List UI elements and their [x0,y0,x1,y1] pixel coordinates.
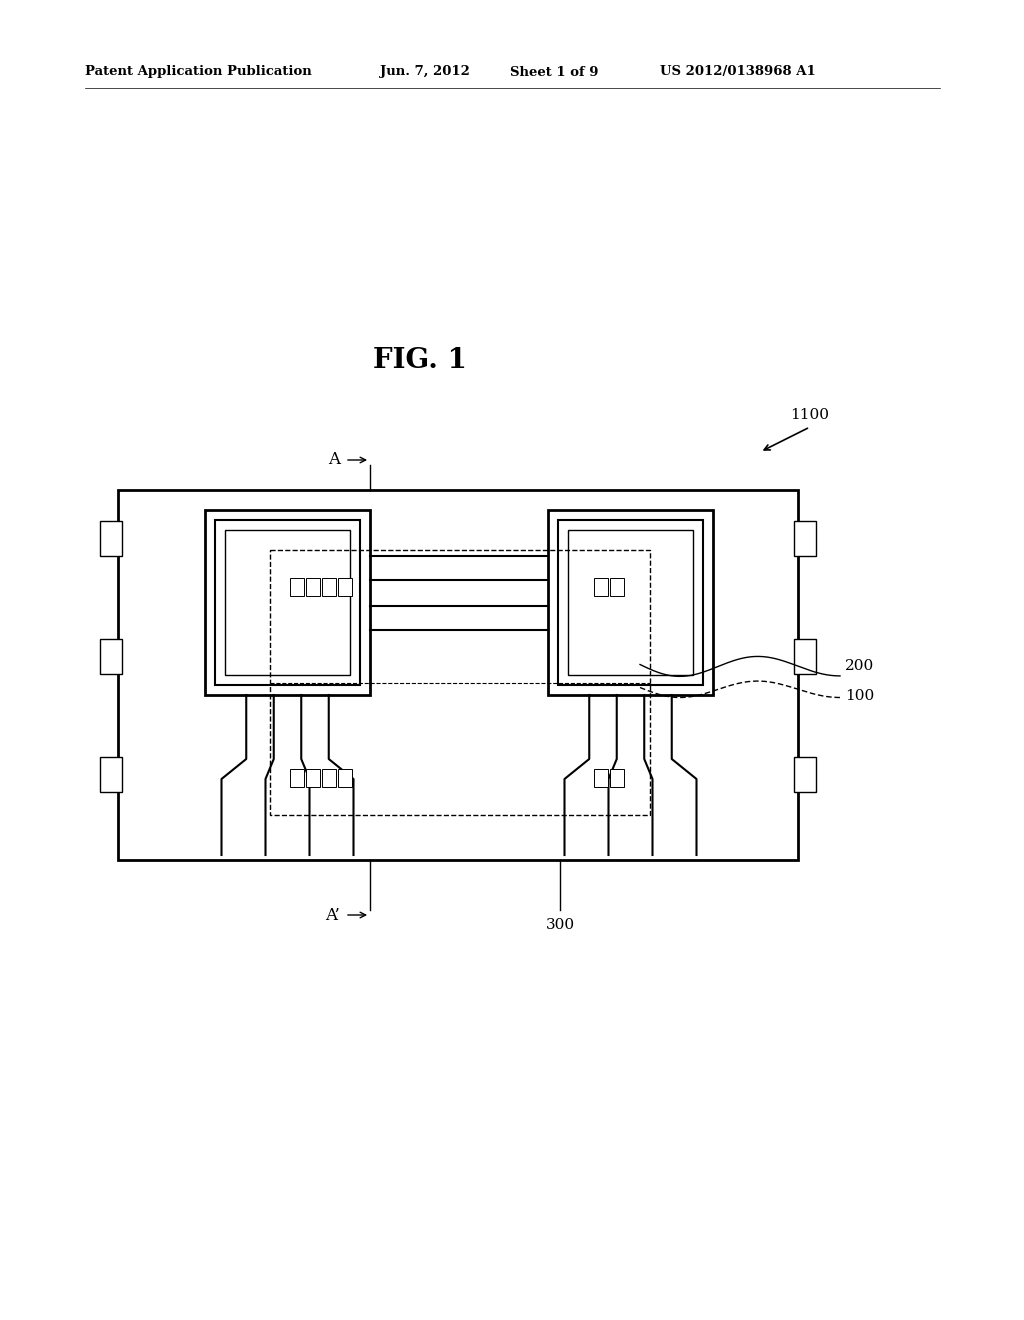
Bar [215,520,360,685]
Bar [306,770,319,787]
Text: 200: 200 [845,659,874,672]
Text: Sheet 1 of 9: Sheet 1 of 9 [510,66,598,78]
Bar [568,531,693,675]
Bar [322,578,336,597]
Bar [100,520,122,556]
Text: US 2012/0138968 A1: US 2012/0138968 A1 [660,66,816,78]
Bar [594,770,608,787]
Bar [794,639,816,675]
Bar [290,578,304,597]
Text: 100: 100 [845,689,874,702]
Bar [338,770,352,787]
Text: A’: A’ [326,907,340,924]
Bar [322,770,336,787]
Bar [338,578,352,597]
Bar [610,578,624,597]
Bar [794,520,816,556]
Bar [270,550,650,814]
Bar [100,758,122,792]
Bar [594,578,608,597]
Text: 300: 300 [546,917,574,932]
Bar [558,520,703,685]
Bar [794,758,816,792]
Bar [548,510,713,696]
Bar [225,531,350,675]
Text: A: A [328,451,340,469]
Text: 1100: 1100 [790,408,829,422]
Bar [290,770,304,787]
Bar [118,490,798,861]
Bar [205,510,370,696]
Text: Jun. 7, 2012: Jun. 7, 2012 [380,66,470,78]
Bar [610,770,624,787]
Text: FIG. 1: FIG. 1 [373,346,467,374]
Text: Patent Application Publication: Patent Application Publication [85,66,311,78]
Bar [100,639,122,675]
Bar [306,578,319,597]
